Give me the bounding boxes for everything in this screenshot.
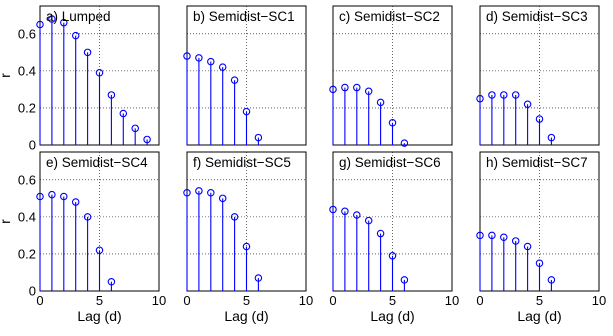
panel-4-y-tick-label-3: 0.6 bbox=[18, 172, 36, 187]
panel-4-stem-marker-0 bbox=[36, 192, 44, 201]
panel-5-x-axis-label: Lag (d) bbox=[224, 308, 268, 324]
panel-1-stem-marker-2 bbox=[207, 57, 215, 66]
panel-7-stem-marker-4 bbox=[523, 242, 532, 251]
panel-6-x-tick-label-1: 5 bbox=[389, 293, 396, 308]
panel-1-stem-marker-5 bbox=[242, 107, 251, 116]
panel-5-stem-marker-1 bbox=[195, 187, 203, 195]
panel-3-stem-marker-3 bbox=[511, 91, 520, 99]
panel-7-x-axis-label: Lag (d) bbox=[517, 308, 561, 324]
panel-7-stem-marker-3 bbox=[511, 237, 520, 245]
panel-4-title: e) Semidist−SC4 bbox=[46, 155, 148, 170]
panel-0-stem-marker-7 bbox=[119, 109, 128, 118]
panel-7-x-tick-label-2: 10 bbox=[592, 293, 606, 308]
panel-4-y-tick-label-2: 0.4 bbox=[18, 209, 36, 224]
panel-6-stem-marker-4 bbox=[376, 229, 385, 238]
panel-6-stem-marker-6 bbox=[400, 276, 409, 284]
panel-4-y-tick-label-0: 0 bbox=[29, 284, 36, 299]
panel-1-stem-marker-3 bbox=[218, 63, 227, 71]
panel-0-y-tick-label-0: 0 bbox=[29, 138, 36, 153]
panel-0-stem-marker-5 bbox=[95, 68, 104, 77]
panel-1-stem-marker-0 bbox=[183, 52, 191, 60]
panel-1-title: b) Semidist−SC1 bbox=[193, 9, 295, 24]
panel-5-stem-marker-3 bbox=[218, 194, 227, 203]
panel-6-x-axis-label: Lag (d) bbox=[370, 308, 414, 324]
panel-0-stem-marker-4 bbox=[83, 48, 92, 57]
panel-3-stem-marker-6 bbox=[547, 133, 556, 142]
panel-5-x-tick-label-0: 0 bbox=[183, 293, 190, 308]
panel-0-stem-marker-0 bbox=[36, 20, 44, 29]
panel-4-stem-marker-3 bbox=[71, 198, 80, 206]
panel-7-x-tick-label-1: 5 bbox=[536, 293, 543, 308]
panel-7-title: h) Semidist−SC7 bbox=[486, 155, 588, 170]
panel-5-stem-marker-4 bbox=[230, 213, 239, 221]
panel-4-x-tick-label-2: 10 bbox=[152, 293, 166, 308]
panel-4-x-axis-label: Lag (d) bbox=[77, 308, 121, 324]
panel-4-stem-marker-2 bbox=[60, 192, 68, 201]
panel-0-title: a) Lumped bbox=[46, 9, 111, 24]
panel-7-x-tick-label-0: 0 bbox=[476, 293, 483, 308]
panel-1-stem-marker-1 bbox=[195, 54, 203, 62]
panel-4-y-axis-label: r bbox=[0, 219, 13, 224]
panel-5-x-tick-label-1: 5 bbox=[243, 293, 250, 308]
panel-0-y-tick-label-3: 0.6 bbox=[18, 26, 36, 41]
panel-1-stem-marker-6 bbox=[254, 133, 263, 142]
panel-5-x-tick-label-2: 10 bbox=[299, 293, 313, 308]
panel-4-x-tick-label-0: 0 bbox=[36, 293, 43, 308]
panel-5-stem-marker-6 bbox=[254, 274, 263, 282]
panel-0-stem-marker-8 bbox=[131, 124, 139, 133]
panel-2-stem-marker-2 bbox=[353, 83, 361, 92]
panel-6-title: g) Semidist−SC6 bbox=[339, 155, 441, 170]
panel-0-stem-marker-1 bbox=[48, 15, 56, 23]
panel-2-stem-marker-4 bbox=[376, 98, 385, 107]
panel-5-stem-marker-2 bbox=[207, 189, 215, 197]
panel-0-stem-marker-9 bbox=[143, 135, 151, 144]
panel-4-y-tick-label-1: 0.2 bbox=[18, 246, 36, 261]
panel-0-y-tick-label-2: 0.4 bbox=[18, 63, 36, 78]
panel-7-stem-marker-2 bbox=[500, 233, 508, 242]
panel-3-stem-marker-1 bbox=[488, 91, 496, 99]
panel-0-stem-marker-2 bbox=[60, 18, 68, 27]
panel-6-stem-marker-0 bbox=[329, 205, 337, 214]
panel-6-x-tick-label-0: 0 bbox=[329, 293, 336, 308]
panel-4-stem-marker-5 bbox=[95, 246, 104, 254]
panel-0-y-axis-label: r bbox=[0, 73, 13, 78]
panel-6-stem-marker-5 bbox=[388, 252, 397, 260]
panel-4-stem-marker-1 bbox=[48, 190, 56, 199]
panel-2-stem-marker-3 bbox=[364, 87, 373, 96]
panel-1-stem-marker-4 bbox=[230, 76, 239, 84]
panel-5-title: f) Semidist−SC5 bbox=[193, 155, 291, 170]
panel-2-stem-marker-5 bbox=[388, 119, 397, 127]
panel-6-stem-marker-3 bbox=[364, 216, 373, 225]
panel-7-stem-marker-5 bbox=[535, 259, 544, 267]
panel-3-stem-marker-2 bbox=[500, 91, 508, 99]
panel-0-stem-marker-3 bbox=[71, 31, 80, 40]
panel-4-stem-marker-4 bbox=[83, 213, 92, 221]
panel-2-title: c) Semidist−SC2 bbox=[339, 9, 440, 24]
panel-6-x-tick-label-2: 10 bbox=[445, 293, 459, 308]
panel-7-stem-marker-1 bbox=[488, 231, 496, 240]
panel-3-title: d) Semidist−SC3 bbox=[486, 9, 588, 24]
panel-5-stem-marker-0 bbox=[183, 189, 191, 197]
panel-3-stem-marker-4 bbox=[523, 100, 532, 108]
panel-4-stem-marker-6 bbox=[107, 277, 116, 286]
panel-7-stem-marker-0 bbox=[476, 231, 484, 240]
panel-6-stem-marker-2 bbox=[353, 211, 361, 219]
panel-2-stem-marker-0 bbox=[329, 85, 337, 94]
panel-3-stem-marker-0 bbox=[476, 94, 484, 103]
panel-7-stem-marker-6 bbox=[547, 276, 556, 284]
panel-5-stem-marker-5 bbox=[242, 242, 251, 251]
panel-0-y-tick-label-1: 0.2 bbox=[18, 100, 36, 115]
panel-2-stem-marker-1 bbox=[341, 83, 349, 92]
panel-6-stem-marker-1 bbox=[341, 207, 349, 216]
panel-0-stem-marker-6 bbox=[107, 91, 116, 99]
panel-3-stem-marker-5 bbox=[535, 115, 544, 123]
panel-4-x-tick-label-1: 5 bbox=[96, 293, 103, 308]
panel-2-stem-marker-6 bbox=[400, 139, 409, 147]
